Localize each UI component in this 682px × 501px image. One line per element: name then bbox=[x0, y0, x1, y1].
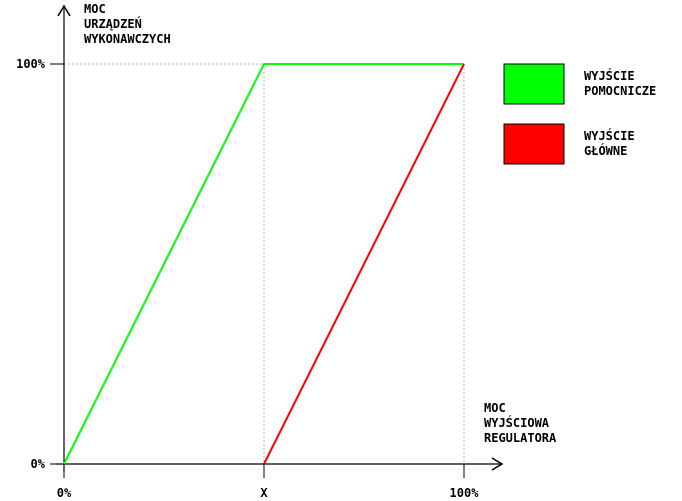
legend-label-pomocnicze-line-2: POMOCNICZE bbox=[584, 84, 656, 98]
x-axis-label-line-3: REGULATORA bbox=[484, 431, 557, 445]
y-tick-label-0: 0% bbox=[31, 457, 46, 471]
x-axis-label-line-1: MOC bbox=[484, 401, 506, 415]
series-line-pomocnicze bbox=[63, 63, 464, 465]
y-axis-label-line-3: WYKONAWCZYCH bbox=[84, 32, 171, 46]
x-axis-arrowhead bbox=[491, 457, 504, 471]
x-tick-label-0: 0% bbox=[57, 486, 72, 500]
legend-swatch-glowne bbox=[503, 123, 565, 165]
series-line-glowne bbox=[263, 63, 465, 465]
x-axis-label-line-2: WYJŚCIOWA bbox=[484, 415, 550, 430]
legend-label-glowne-line-1: WYJŚCIE bbox=[584, 128, 635, 143]
y-axis-label-line-2: URZĄDZEŃ bbox=[84, 16, 142, 31]
legend-label-pomocnicze-line-1: WYJŚCIE bbox=[584, 68, 635, 83]
x-tick-label-x: X bbox=[260, 486, 268, 500]
y-axis-label-line-1: MOC bbox=[84, 2, 106, 16]
y-tick-label-100: 100% bbox=[16, 57, 46, 71]
legend-swatch-pomocnicze bbox=[503, 63, 565, 105]
x-tick-label-100: 100% bbox=[450, 486, 480, 500]
legend-label-glowne-line-2: GŁÓWNE bbox=[584, 143, 627, 158]
y-axis-arrowhead bbox=[57, 4, 71, 17]
